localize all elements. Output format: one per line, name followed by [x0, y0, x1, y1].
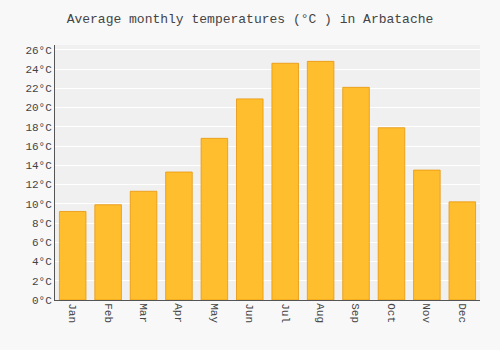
- svg-text:Aug: Aug: [314, 303, 326, 323]
- svg-text:20°C: 20°C: [25, 102, 52, 114]
- svg-text:Nov: Nov: [420, 303, 432, 323]
- svg-text:2°C: 2°C: [32, 276, 52, 288]
- svg-text:26°C: 26°C: [25, 45, 52, 57]
- svg-text:Average monthly temperatures (: Average monthly temperatures (°C ) in Ar…: [67, 12, 434, 27]
- svg-text:22°C: 22°C: [25, 83, 52, 95]
- svg-text:4°C: 4°C: [32, 256, 52, 268]
- svg-text:12°C: 12°C: [25, 179, 52, 191]
- svg-text:Dec: Dec: [456, 303, 468, 323]
- svg-text:May: May: [208, 303, 220, 323]
- svg-text:Mar: Mar: [137, 303, 149, 323]
- svg-text:24°C: 24°C: [25, 64, 52, 76]
- svg-text:10°C: 10°C: [25, 199, 52, 211]
- svg-text:8°C: 8°C: [32, 218, 52, 230]
- svg-text:0°C: 0°C: [32, 295, 52, 307]
- svg-text:Jul: Jul: [279, 303, 291, 323]
- svg-text:6°C: 6°C: [32, 237, 52, 249]
- svg-text:Jan: Jan: [66, 303, 78, 323]
- svg-text:18°C: 18°C: [25, 122, 52, 134]
- svg-text:Jun: Jun: [243, 303, 255, 323]
- svg-text:14°C: 14°C: [25, 160, 52, 172]
- svg-text:Oct: Oct: [385, 303, 397, 323]
- svg-text:Feb: Feb: [102, 303, 114, 323]
- svg-text:Apr: Apr: [172, 303, 184, 323]
- svg-text:Sep: Sep: [349, 303, 361, 323]
- svg-text:16°C: 16°C: [25, 141, 52, 153]
